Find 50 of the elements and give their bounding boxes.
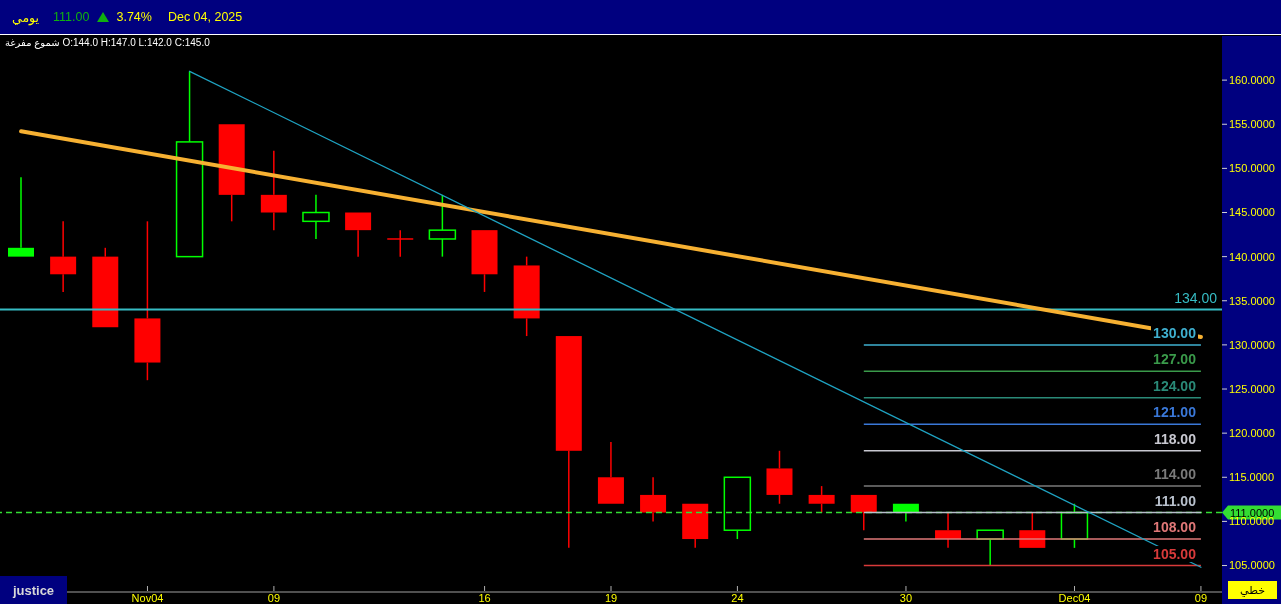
x-tick-label: 09 <box>1194 592 1208 604</box>
text: 111.00 <box>53 10 90 24</box>
x-tick-label: 24 <box>731 592 744 604</box>
candlestick <box>8 176 34 257</box>
y-tick-label: 155.0000 <box>1229 118 1275 131</box>
ref-line-label: 121.00 <box>1151 404 1198 421</box>
candlestick <box>682 503 709 549</box>
candlestick <box>218 124 245 223</box>
candlestick <box>640 476 667 523</box>
candlestick <box>175 70 204 258</box>
chart-title: يومي <box>12 9 40 25</box>
candlestick <box>850 494 877 531</box>
x-tick-label: 09 <box>267 592 281 604</box>
candlestick <box>935 511 962 549</box>
y-tick-label: 120.0000 <box>1229 427 1275 440</box>
ref-line-label: 114.00 <box>1151 466 1198 483</box>
y-tick-label: 135.0000 <box>1229 294 1275 307</box>
x-tick-label: 19 <box>604 592 618 604</box>
y-tick-label: 160.0000 <box>1229 74 1275 87</box>
candlestick <box>597 441 624 504</box>
y-tick-label: 105.0000 <box>1229 559 1275 572</box>
ref-line-label: 124.00 <box>1151 377 1198 394</box>
ref-line-label: 118.00 <box>1151 430 1198 447</box>
candlestick <box>555 336 582 549</box>
ref-line-label: 127.00 <box>1151 351 1198 368</box>
candlestick <box>345 212 372 258</box>
x-tick-label: 16 <box>478 592 491 604</box>
ref-line-label: 108.00 <box>1151 519 1198 536</box>
ref-line-label: 111.00 <box>1152 492 1198 509</box>
text: 3.74% <box>116 10 152 24</box>
candlestick <box>386 229 414 258</box>
chart-subtitle: شموع مفرغة O:144.0 H:147.0 L:142.0 C:145.0 <box>5 37 210 48</box>
candlestick <box>50 220 77 293</box>
annotation: justice <box>0 576 67 604</box>
ref-line-label: 130.00 <box>1151 324 1198 341</box>
text: Dec 04, 2025 <box>167 10 243 24</box>
text: خطي <box>1228 581 1277 599</box>
x-tick-label: 30 <box>899 592 913 604</box>
y-tick-label: 115.0000 <box>1229 471 1275 484</box>
candlestick <box>260 149 287 231</box>
candlestick <box>302 194 330 240</box>
ref-line-label: 134.00 <box>1172 289 1219 306</box>
y-tick-label: 150.0000 <box>1229 162 1275 175</box>
y-tick-label: 140.0000 <box>1229 250 1275 263</box>
y-tick-label: 130.0000 <box>1229 338 1275 351</box>
ref-line-label: 105.00 <box>1151 545 1198 562</box>
x-tick-label: Dec04 <box>1058 592 1091 604</box>
x-tick-label: Nov04 <box>131 592 164 604</box>
y-tick-label: 125.0000 <box>1229 382 1275 395</box>
y-tick-label: 145.0000 <box>1229 206 1275 219</box>
